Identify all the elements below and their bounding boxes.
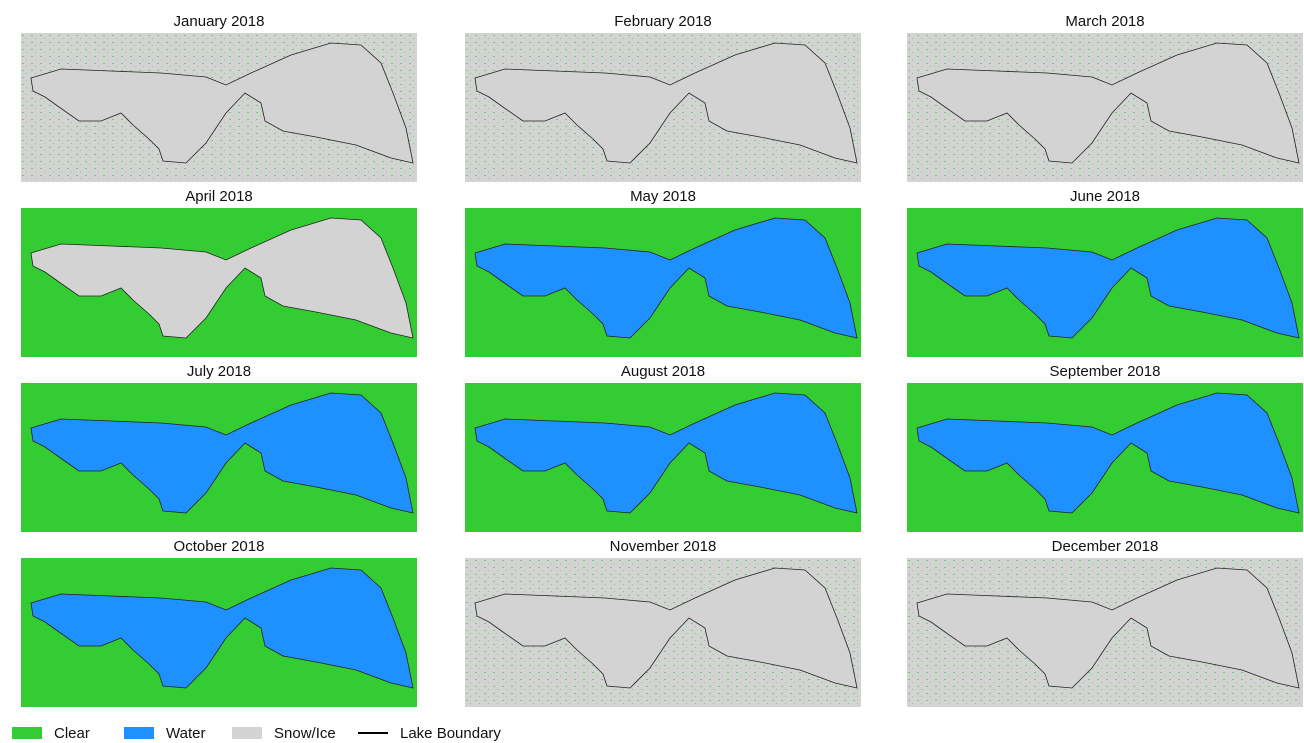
panel-title: August 2018	[621, 363, 705, 380]
map-panel	[21, 383, 417, 532]
map-panel	[907, 558, 1303, 707]
legend-label: Lake Boundary	[400, 725, 501, 742]
figure: January 2018 February 2018 March 2018 April…	[0, 0, 1304, 743]
map-panel	[465, 383, 861, 532]
panel-title: January 2018	[174, 13, 265, 30]
panel-title: July 2018	[187, 363, 251, 380]
map-panel	[21, 558, 417, 707]
map-panel	[907, 383, 1303, 532]
map-panel	[21, 33, 417, 182]
panel-title: October 2018	[174, 538, 265, 555]
panel-title: March 2018	[1065, 13, 1144, 30]
legend-label: Water	[166, 725, 205, 742]
panel-title: September 2018	[1050, 363, 1161, 380]
map-panel	[907, 33, 1303, 182]
map-panel	[465, 558, 861, 707]
panel-title: May 2018	[630, 188, 696, 205]
legend-label: Clear	[54, 725, 90, 742]
panel-title: June 2018	[1070, 188, 1140, 205]
map-panel	[21, 208, 417, 357]
map-panel	[465, 33, 861, 182]
panel-title: November 2018	[610, 538, 717, 555]
legend-swatch	[12, 727, 42, 739]
panel-title: December 2018	[1052, 538, 1159, 555]
legend-label: Snow/Ice	[274, 725, 336, 742]
map-panel	[907, 208, 1303, 357]
map-panel	[465, 208, 861, 357]
panel-title: April 2018	[185, 188, 253, 205]
legend-swatch	[232, 727, 262, 739]
panel-title: February 2018	[614, 13, 712, 30]
legend-swatch	[124, 727, 154, 739]
